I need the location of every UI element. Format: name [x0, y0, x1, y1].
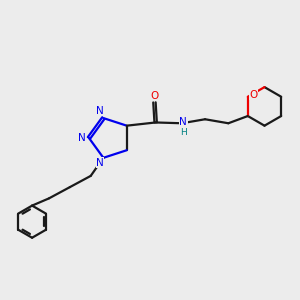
Text: N: N	[96, 158, 104, 168]
Text: N: N	[179, 118, 187, 128]
Text: O: O	[150, 91, 159, 100]
Text: N: N	[96, 106, 104, 116]
Text: O: O	[250, 90, 258, 100]
Text: N: N	[78, 133, 86, 143]
Text: H: H	[180, 128, 187, 136]
